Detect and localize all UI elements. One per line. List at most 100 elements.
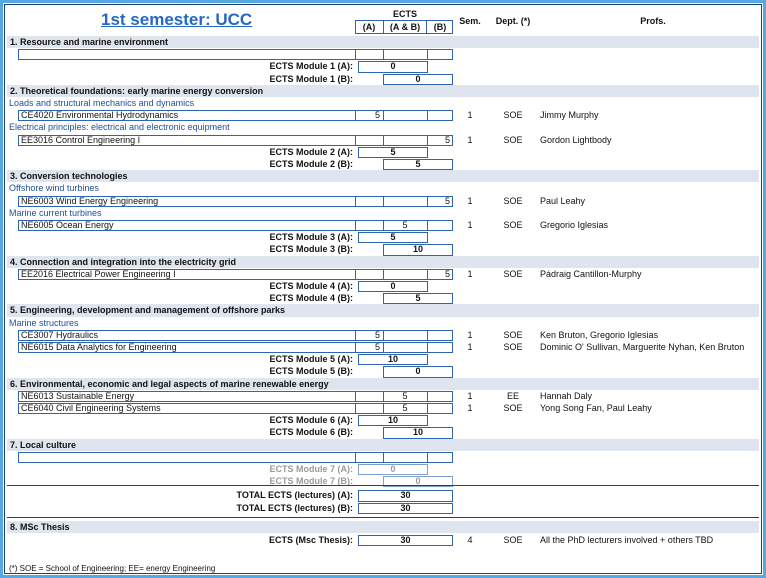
section-title: 3. Conversion technologies	[10, 171, 128, 182]
professors: Paul Leahy	[540, 195, 586, 206]
course-name: CE6040 Civil Engineering Systems	[21, 403, 161, 413]
cell-box	[427, 49, 453, 61]
section-title: 8. MSc Thesis	[10, 521, 70, 532]
course-name: EE2016 Electrical Power Engineering I	[21, 268, 176, 279]
cell-box	[427, 342, 453, 354]
department: EE	[506, 390, 519, 401]
professors: Yong Song Fan, Paul Leahy	[540, 403, 652, 413]
cell-box	[358, 232, 428, 244]
section-title: 2. Theoretical foundations: early marine…	[10, 85, 264, 96]
module-b-label: ECTS Module 3 (B):	[269, 244, 354, 255]
subsection-title: Offshore wind turbines	[9, 183, 99, 194]
separator	[7, 516, 759, 518]
cell-box	[358, 490, 453, 502]
department: SOE	[503, 134, 523, 145]
cell-box	[383, 329, 428, 341]
module-b-value: 10	[412, 427, 423, 438]
col-b: (B)	[433, 22, 447, 32]
department: SOE	[503, 342, 523, 352]
module-b-label: ECTS Module 6 (B):	[269, 427, 354, 438]
cell-box	[383, 342, 428, 354]
module-a-value: 5	[390, 146, 396, 157]
total-value: 30	[400, 502, 411, 513]
module-a-label: ECTS Module 1 (A):	[269, 61, 354, 72]
module-b-label: ECTS Module 4 (B):	[269, 293, 354, 304]
cell-box	[18, 451, 356, 463]
dept-header: Dept. (*)	[495, 16, 531, 26]
cell-box	[355, 49, 384, 61]
semester: 1	[467, 342, 473, 352]
semester: 1	[467, 268, 473, 279]
ects-a: 5	[374, 329, 380, 340]
cell-box	[427, 110, 453, 122]
section-title: 4. Connection and integration into the e…	[10, 256, 237, 267]
module-a-label: ECTS Module 5 (A):	[269, 354, 354, 365]
section-band	[7, 255, 759, 268]
cell-box	[383, 134, 428, 146]
cell-box	[383, 73, 453, 85]
professors: All the PhD lecturers involved + others …	[540, 535, 714, 545]
col-a: (A)	[362, 22, 376, 32]
cell-box	[383, 268, 428, 280]
professors: Hannah Daly	[540, 390, 593, 401]
course-name: NE6015 Data Analytics for Engineering	[21, 342, 177, 352]
frame	[4, 4, 762, 574]
semester: 1	[467, 390, 473, 401]
thesis-label: ECTS (Msc Thesis):	[268, 535, 353, 545]
department: SOE	[503, 329, 523, 340]
cell-box	[383, 293, 453, 305]
semester: 4	[467, 535, 473, 545]
cell-box	[383, 476, 453, 488]
course-name: NE6005 Ocean Energy	[21, 220, 114, 230]
professors: Jimmy Murphy	[540, 110, 599, 121]
cell-box	[427, 195, 453, 207]
module-a-value: 0	[390, 464, 396, 474]
cell-box	[355, 134, 384, 146]
footnote: (*) SOE = School of Engineering; EE= ene…	[9, 564, 216, 573]
ects-a: 5	[374, 110, 380, 121]
separator	[7, 485, 759, 487]
module-a-label: ECTS Module 2 (A):	[269, 146, 354, 157]
course-name: NE6013 Sustainable Energy	[21, 390, 135, 401]
total-label: TOTAL ECTS (lectures) (A):	[236, 490, 353, 501]
section-title: 5. Engineering, development and manageme…	[10, 305, 286, 316]
cell-box	[355, 403, 384, 415]
total-value: 30	[400, 490, 411, 501]
section-title: 6. Environmental, economic and legal asp…	[10, 378, 329, 389]
semester: 1	[467, 403, 473, 413]
semester: 1	[467, 220, 473, 230]
cell-box	[427, 220, 453, 232]
course-name: CE3007 Hydraulics	[21, 329, 99, 340]
cell-box	[358, 354, 428, 366]
cell-box	[383, 49, 428, 61]
professors: Dominic O' Sullivan, Marguerite Nyhan, K…	[540, 342, 745, 352]
cell-box	[355, 220, 384, 232]
cell-box	[427, 451, 453, 463]
cell-box	[358, 146, 428, 158]
module-a-label: ECTS Module 3 (A):	[269, 232, 354, 243]
course-name: NE6003 Wind Energy Engineering	[21, 195, 159, 206]
module-a-value: 0	[390, 281, 396, 291]
section-band	[7, 438, 759, 451]
profs-header: Profs.	[640, 16, 666, 26]
cell-box	[383, 366, 453, 378]
module-a-value: 0	[390, 61, 396, 72]
ects-b: 5	[444, 134, 450, 145]
cell-box	[383, 110, 428, 122]
ects-header: ECTS	[392, 9, 417, 19]
section-band	[7, 84, 759, 97]
cell-box	[427, 390, 453, 402]
cell-box	[427, 268, 453, 280]
department: SOE	[503, 535, 523, 545]
cell-box	[18, 49, 356, 61]
course-name: EE3016 Control Engineering I	[21, 134, 141, 145]
ects-ab: 5	[402, 390, 408, 401]
course-name: CE4020 Environmental Hydrodynamics	[21, 110, 179, 121]
sem-header: Sem.	[459, 16, 481, 26]
ects-b: 5	[444, 268, 450, 279]
module-a-label: ECTS Module 7 (A):	[269, 464, 354, 474]
cell-box	[358, 281, 428, 293]
cell-box	[358, 535, 453, 547]
ects-a: 5	[374, 342, 380, 352]
